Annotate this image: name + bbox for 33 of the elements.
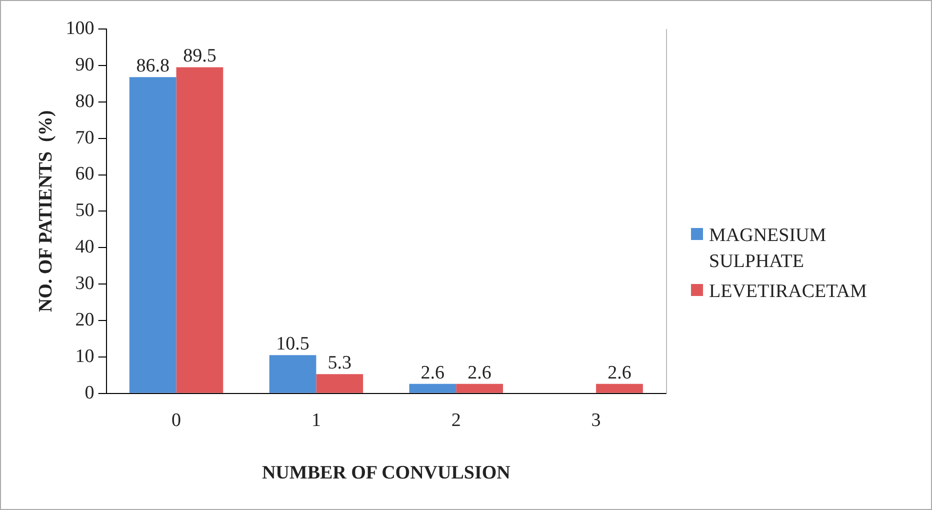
y-tick-label: 50 [75,200,94,222]
legend-label: MAGNESIUM SULPHATE [709,224,828,274]
bar [129,77,176,393]
data-label: 10.5 [276,334,310,355]
y-tick-label: 20 [75,310,94,331]
x-tick-label: 2 [451,410,461,431]
data-label: 89.5 [183,46,216,67]
data-label: 2.6 [468,362,492,384]
y-tick-label: 40 [75,236,94,258]
bar [269,355,316,393]
y-tick-label: 80 [75,90,94,112]
data-label: 2.6 [420,362,445,384]
y-tick-label: 60 [75,164,94,185]
data-label: 2.6 [608,362,632,384]
legend-label: LEVETIRACETAM [709,280,867,304]
y-tick-label: 0 [84,382,94,404]
y-tick-label: 90 [75,54,94,76]
bar [456,384,503,393]
y-tick-label: 70 [75,127,94,148]
bar [409,384,456,393]
y-tick-label: 100 [66,18,94,39]
bar [596,384,643,393]
x-axis-title: NUMBER OF CONVULSION [262,462,511,484]
x-tick-label: 1 [311,410,321,431]
x-tick-label: 0 [172,410,182,431]
x-tick-label: 3 [591,410,601,431]
y-tick-label: 10 [75,346,94,367]
bar [316,374,364,393]
y-axis-title: NO. OF PATIENTS (%) [35,110,56,312]
bar [176,67,224,393]
data-label: 5.3 [328,352,352,374]
y-tick-label: 30 [75,273,94,294]
data-label: 86.8 [136,56,170,77]
